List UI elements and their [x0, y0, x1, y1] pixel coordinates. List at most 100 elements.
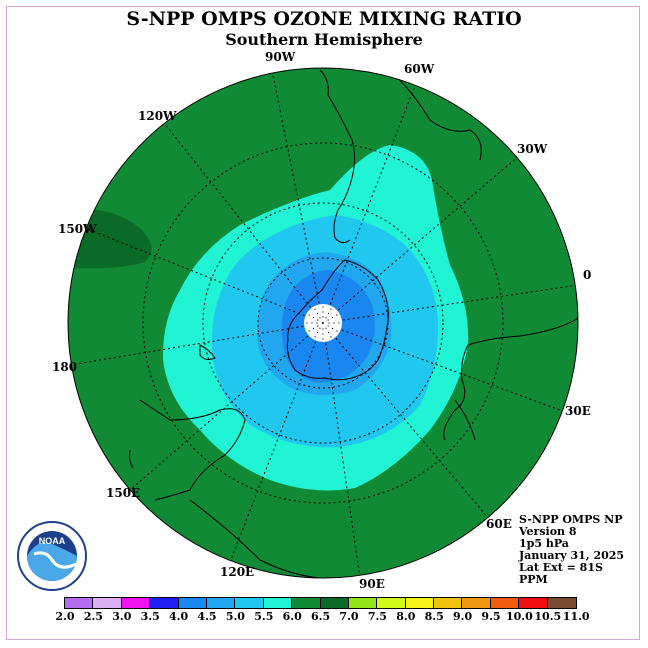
lon-label-30e: 30E — [565, 404, 591, 418]
colorbar-tick-label: 3.0 — [112, 610, 132, 623]
pole-dot — [316, 331, 319, 334]
colorbar-swatch — [65, 598, 94, 608]
colorbar-swatch — [348, 598, 378, 608]
coastlines — [128, 69, 578, 578]
colorbar-swatch — [292, 598, 321, 608]
pole-dot — [317, 325, 319, 327]
noaa-logo: NOAA — [17, 521, 87, 591]
colorbar-swatch — [235, 598, 264, 608]
lon-label-120e: 120E — [220, 565, 255, 579]
colorbar-tick-label: 6.5 — [311, 610, 331, 623]
colorbar-tick-label: 4.5 — [197, 610, 217, 623]
info-block: S-NPP OMPS NP Version 8 1p5 hPa January … — [519, 514, 624, 586]
graticule — [69, 69, 578, 578]
pole-dot — [327, 319, 329, 321]
colorbar — [64, 597, 578, 609]
info-date: January 31, 2025 — [519, 549, 625, 562]
info-lat-extent: Lat Ext = 81S — [519, 561, 603, 574]
pole-dot — [311, 322, 313, 324]
pole-dot — [325, 327, 327, 329]
high-ozone-region — [70, 209, 152, 269]
colorbar-swatch — [178, 598, 207, 608]
pole-dot — [314, 308, 316, 310]
colorbar-swatch — [263, 598, 293, 608]
colorbar-tick-label: 3.5 — [140, 610, 160, 623]
colorbar-ticks: 2.0 2.5 3.0 3.5 4.0 4.5 5.0 5.5 6.0 6.5 7.0 7.5 8.0 8… — [0, 610, 648, 624]
pole-dot — [325, 317, 327, 319]
pole-dot — [319, 317, 321, 319]
pole-dot — [316, 312, 319, 315]
pole-dot — [316, 322, 318, 324]
pole-dot — [306, 322, 308, 324]
map-border — [67, 67, 579, 579]
colorbar-swatch — [519, 598, 548, 608]
figure-frame — [6, 6, 640, 640]
colorbar-swatch — [462, 598, 491, 608]
pole-dot — [327, 312, 330, 315]
lon-label-90w: 90W — [265, 50, 296, 64]
pole-dot — [322, 328, 324, 330]
pole-dot — [322, 333, 324, 335]
noaa-logo-text: NOAA — [39, 536, 66, 546]
lon-label-150e: 150E — [106, 486, 141, 500]
colorbar-tick-label: 2.5 — [83, 610, 103, 623]
colorbar-tick-label: 10.0 — [505, 610, 533, 623]
pole-dots — [306, 306, 340, 340]
lon-label-60e: 60E — [486, 517, 512, 531]
map-subtitle: Southern Hemisphere — [225, 30, 423, 49]
pole-dot — [312, 316, 315, 319]
pole-dot — [333, 322, 335, 324]
colorbar-swatch — [547, 598, 577, 608]
pole-dot — [330, 308, 332, 310]
colorbar-tick-label: 2.0 — [55, 610, 75, 623]
pole-dot — [319, 327, 321, 329]
colorbar-swatch — [150, 598, 179, 608]
colorbar-swatch — [405, 598, 435, 608]
lon-label-120w: 120W — [138, 109, 177, 123]
pole-dot — [338, 322, 340, 324]
colorbar-tick-label: 11.0 — [562, 610, 590, 623]
pole-dot — [308, 314, 310, 316]
lon-label-150w: 150W — [58, 222, 97, 236]
info-version: Version 8 — [519, 525, 577, 538]
colorbar-tick-label: 5.0 — [225, 610, 245, 623]
colorbar-tick-label: 9.5 — [481, 610, 501, 623]
colorbar-swatch — [490, 598, 520, 608]
lon-label-0: 0 — [583, 268, 592, 282]
pole-dot — [317, 319, 319, 321]
info-satellite: S-NPP OMPS NP — [519, 513, 623, 526]
pole-dot — [336, 314, 338, 316]
colorbar-tick-label: 10.5 — [534, 610, 562, 623]
pole-dot — [331, 327, 334, 330]
pole-dot — [327, 331, 330, 334]
pole-dot — [328, 322, 330, 324]
pole-dot — [336, 330, 338, 332]
lon-label-180: 180 — [52, 360, 78, 374]
colorbar-swatch — [121, 598, 151, 608]
colorbar-tick-label: 8.5 — [424, 610, 444, 623]
colorbar-swatch — [320, 598, 349, 608]
pole-dot — [330, 336, 332, 338]
pole-dot — [322, 316, 324, 318]
pole-dot — [314, 336, 316, 338]
pole-dot — [331, 316, 334, 319]
colorbar-tick-label: 7.5 — [367, 610, 387, 623]
colorbar-tick-label: 8.0 — [396, 610, 416, 623]
colorbar-tick-label: 9.0 — [453, 610, 473, 623]
lon-label-60w: 60W — [404, 62, 435, 76]
colorbar-tick-label: 6.0 — [282, 610, 302, 623]
lon-label-30w: 30W — [517, 142, 548, 156]
pole-dot — [322, 306, 324, 308]
lon-label-90e: 90E — [359, 577, 385, 591]
colorbar-swatch — [434, 598, 463, 608]
map-title: S-NPP OMPS OZONE MIXING RATIO — [126, 8, 522, 30]
pole-dot — [312, 327, 315, 330]
pole-dot — [327, 325, 329, 327]
info-units: PPM — [519, 573, 548, 586]
info-pressure: 1p5 hPa — [519, 537, 569, 550]
pole-dot — [308, 330, 310, 332]
colorbar-tick-label: 5.5 — [254, 610, 274, 623]
colorbar-tick-label: 7.0 — [339, 610, 359, 623]
colorbar-swatch — [206, 598, 236, 608]
